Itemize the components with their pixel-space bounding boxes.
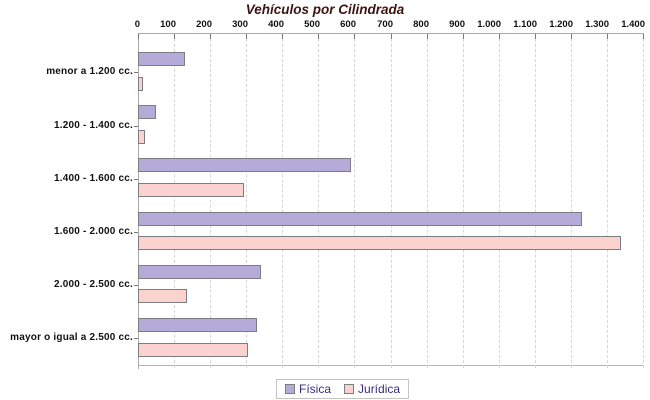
x-tick-mark: [607, 34, 608, 39]
chart-title: Vehículos por Cilindrada: [245, 2, 405, 17]
x-tick-mark: [427, 34, 428, 39]
x-tick-mark: [282, 34, 283, 39]
legend-swatch-icon: [285, 384, 295, 394]
gridline: [571, 34, 572, 368]
bar-fisica: [138, 158, 351, 172]
gridline: [210, 34, 211, 368]
y-tick-mark: [134, 338, 138, 339]
x-tick-label: 1.400: [621, 19, 645, 30]
legend-swatch-icon: [344, 384, 355, 394]
gridline: [391, 34, 392, 368]
x-tick-mark: [246, 34, 247, 39]
x-tick-mark: [463, 34, 464, 39]
bar-juridica: [138, 77, 143, 91]
category-label: 1.400 - 1.600 cc.: [53, 173, 133, 184]
bar-fisica: [138, 105, 156, 119]
x-tick-label: 700: [377, 19, 393, 30]
bar-fisica: [138, 318, 257, 332]
y-tick-mark: [134, 179, 138, 180]
bar-juridica: [138, 183, 244, 197]
gridline: [354, 34, 355, 368]
category-label: 1.600 - 2.000 cc.: [53, 226, 133, 237]
bar-fisica: [138, 265, 261, 279]
legend-label: Física: [299, 382, 332, 396]
gridline: [246, 34, 247, 368]
bar-fisica: [138, 212, 582, 226]
gridline: [463, 34, 464, 368]
x-tick-mark: [174, 34, 175, 39]
gridline: [174, 34, 175, 368]
x-tick-label: 800: [413, 19, 429, 30]
gridline: [643, 34, 644, 368]
legend: Física Jurídica: [276, 379, 410, 399]
bar-fisica: [138, 52, 185, 66]
x-tick-mark: [571, 34, 572, 39]
x-tick-label: 1.200: [549, 19, 573, 30]
category-label: 2.000 - 2.500 cc.: [53, 279, 133, 290]
x-tick-label: 100: [160, 19, 176, 30]
x-axis-line: [138, 33, 644, 34]
x-tick-label: 300: [232, 19, 248, 30]
x-tick-mark: [210, 34, 211, 39]
x-tick-label: 600: [340, 19, 356, 30]
x-tick-mark: [535, 34, 536, 39]
legend-item-fisica: Física: [285, 382, 331, 396]
x-tick-mark: [318, 34, 319, 39]
x-tick-label: 1.000: [477, 19, 501, 30]
y-tick-mark: [134, 285, 138, 286]
x-tick-label: 1.100: [513, 19, 537, 30]
category-label: mayor o igual a 2.500 cc.: [10, 332, 133, 343]
x-tick-mark: [643, 34, 644, 39]
y-tick-mark: [134, 232, 138, 233]
y-tick-mark: [134, 126, 138, 127]
x-tick-mark: [391, 34, 392, 39]
x-tick-label: 500: [304, 19, 320, 30]
category-label: menor a 1.200 cc.: [46, 66, 133, 77]
x-tick-label: 400: [268, 19, 284, 30]
gridline: [607, 34, 608, 368]
gridline: [282, 34, 283, 368]
gridline: [318, 34, 319, 368]
x-tick-label: 1.300: [585, 19, 609, 30]
y-axis-line: [138, 33, 139, 369]
legend-item-juridica: Jurídica: [344, 382, 400, 396]
gridline: [499, 34, 500, 368]
category-label: 1.200 - 1.400 cc.: [53, 120, 133, 131]
bar-juridica: [138, 236, 621, 250]
bar-juridica: [138, 130, 145, 144]
gridline: [427, 34, 428, 368]
y-tick-mark: [134, 72, 138, 73]
bar-juridica: [138, 289, 187, 303]
gridline: [535, 34, 536, 368]
x-tick-label: 0: [134, 19, 140, 30]
x-tick-label: 200: [196, 19, 212, 30]
legend-label: Jurídica: [358, 382, 401, 396]
x-tick-mark: [354, 34, 355, 39]
x-tick-label: 900: [449, 19, 465, 30]
x-tick-mark: [138, 34, 139, 39]
bar-juridica: [138, 343, 248, 357]
x-tick-mark: [499, 34, 500, 39]
